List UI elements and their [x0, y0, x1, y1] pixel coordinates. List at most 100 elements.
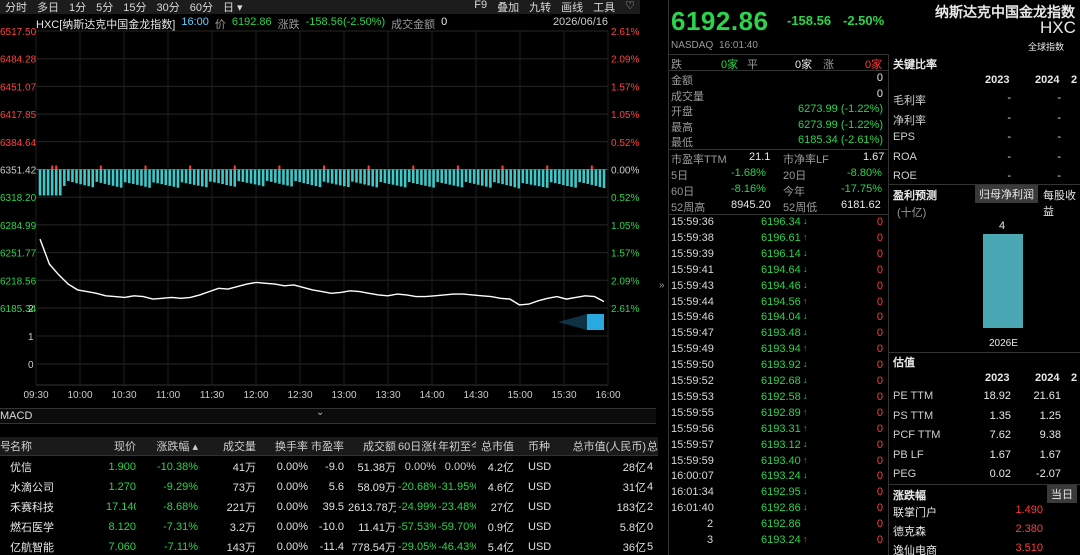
tab-net-profit[interactable]: 归母净利润 [975, 185, 1038, 203]
ratios-year-next: 2 [1071, 74, 1078, 86]
tick-row[interactable]: 15:59:44 6194.56 ↑ 0 [671, 296, 887, 312]
tick-row[interactable]: 2 6192.86 0 [671, 518, 887, 534]
table-row[interactable]: 水滴公司 1.270 -9.29% 73万 0.00% 5.6 58.09万 -20.68% -… [0, 477, 658, 496]
pe-label: 市盈率TTM [671, 154, 727, 166]
nine-turn-button[interactable]: 九转 [529, 2, 552, 14]
deviation-bar [127, 169, 131, 184]
stat-row: 成交量 0 [671, 88, 885, 103]
tab-eps[interactable]: 每股收益 [1043, 190, 1076, 218]
tick-row[interactable]: 15:59:38 6196.61 ↑ 0 [671, 232, 887, 248]
flat-label: 平 [747, 59, 758, 71]
tick-row[interactable]: 15:59:46 6194.04 ↓ 0 [671, 311, 887, 327]
deviation-bar [351, 169, 354, 182]
price-axis-tick: 6251.77 [0, 249, 37, 260]
tab-5min[interactable]: 5分 [96, 2, 114, 14]
tick-row[interactable]: 16:01:40 6192.86 ↓ 0 [671, 502, 887, 518]
table-row[interactable]: 燃石医学 8.120 -7.31% 3.2万 0.00% -10.0 11.41万 -57.5… [0, 517, 658, 536]
tab-30min[interactable]: 30分 [156, 2, 180, 14]
tick-row[interactable]: 15:59:53 6192.58 ↓ 0 [671, 391, 887, 407]
intraday-chart[interactable]: 6517.50 6484.28 6451.07 6417.85 6384.64 6351.… [0, 14, 640, 404]
draw-line-button[interactable]: 画线 [561, 2, 584, 14]
column-header[interactable]: 换手率 [275, 441, 308, 453]
tick-row[interactable]: 16:00:07 6193.24 ↓ 0 [671, 470, 887, 486]
gainer-row[interactable]: 联掌门户 1.490 [893, 504, 1079, 520]
deviation-bar [545, 169, 549, 188]
table-row[interactable]: 禾赛科技 17.140 -8.68% 221万 0.00% 39.5 2613.78万-24… [0, 497, 658, 516]
table-cell: 1.900 [108, 460, 136, 473]
deviation-bar [367, 169, 370, 186]
d60-value: -8.16% [731, 183, 766, 195]
gainer-row[interactable]: 德克森 2.380 [893, 523, 1079, 539]
tick-row[interactable]: 15:59:57 6193.12 ↓ 0 [671, 439, 887, 455]
tab-60min[interactable]: 60分 [189, 2, 213, 14]
deviation-bar-up [546, 165, 549, 170]
tick-row[interactable]: 15:59:55 6192.89 ↑ 0 [671, 407, 887, 423]
tab-15min[interactable]: 15分 [123, 2, 147, 14]
tick-row[interactable]: 15:59:59 6193.40 ↑ 0 [671, 455, 887, 471]
macd-panel-bar[interactable]: MACD ⌄ [0, 407, 656, 424]
tick-row[interactable]: 15:59:56 6193.31 ↑ 0 [671, 423, 887, 439]
table-cell: 58.09万 [357, 481, 396, 494]
column-header[interactable]: 名称 [10, 441, 32, 453]
table-cell: 0.00% [404, 460, 436, 473]
tick-row[interactable]: 15:59:36 6196.34 ↓ 0 [671, 216, 887, 232]
favorite-heart-icon[interactable]: ♡ [625, 0, 635, 12]
chevron-down-icon[interactable]: ⌄ [316, 407, 325, 418]
table-cell: 0.00% [276, 520, 308, 533]
tab-today[interactable]: 当日 [1047, 485, 1077, 503]
tick-volume: 0 [876, 470, 883, 483]
column-header[interactable]: 总市值(人民币) [572, 441, 646, 453]
tick-row[interactable]: 15:59:43 6194.46 ↓ 0 [671, 280, 887, 296]
column-header[interactable]: 成交额 [363, 441, 396, 453]
tab-intraday[interactable]: 分时 [5, 2, 27, 14]
f9-button[interactable]: F9 [474, 0, 488, 11]
tools-button[interactable]: 工具 [593, 2, 616, 14]
tab-multi-day[interactable]: 多日 [37, 2, 59, 14]
metric-label: PE TTM [893, 390, 934, 402]
column-header[interactable]: 号 [0, 441, 10, 453]
metric-value-2024: 9.38 [1039, 429, 1061, 441]
column-header[interactable]: 总市值 [481, 441, 514, 453]
tick-price: 6194.56 [761, 295, 801, 308]
overlay-button[interactable]: 叠加 [497, 2, 520, 14]
tick-row[interactable]: 3 6193.24 ↑ 0 [671, 534, 887, 550]
column-header[interactable]: 年初至今 [438, 441, 476, 453]
table-cell: 0.00% [276, 480, 308, 493]
tick-row[interactable]: 15:59:41 6194.64 ↓ 0 [671, 264, 887, 280]
column-header[interactable]: 币种 [528, 441, 550, 453]
tick-time: 15:59:50 [671, 359, 714, 372]
table-row[interactable]: 优信 1.900 -10.38% 41万 0.00% -9.0 51.38万 0.00% 0.0… [0, 457, 658, 476]
time-axis-tick: 11:00 [156, 390, 181, 401]
tick-row[interactable]: 15:59:50 6193.92 ↓ 0 [671, 359, 887, 375]
deviation-bar [338, 169, 342, 186]
column-header[interactable]: 涨跌幅 ▴ [156, 441, 198, 453]
metric-value-2024: - [1057, 150, 1061, 163]
expand-panel-icon[interactable]: » [659, 280, 665, 291]
tick-row[interactable]: 16:01:34 6192.95 ↓ 0 [671, 486, 887, 502]
tick-row[interactable]: 15:59:47 6193.48 ↓ 0 [671, 327, 887, 343]
deviation-bar [420, 169, 423, 185]
deviation-bar [407, 169, 411, 183]
tick-price: 6192.68 [761, 375, 801, 387]
deviation-bar-up [233, 165, 236, 170]
deviation-bar [148, 169, 151, 188]
column-header[interactable]: 60日涨幅 [398, 441, 436, 453]
tick-row[interactable]: 15:59:49 6193.94 ↑ 0 [671, 343, 887, 359]
tick-time: 15:59:55 [671, 406, 714, 419]
tab-daily-dropdown[interactable]: 日 ▾ [223, 2, 243, 14]
column-header[interactable]: 市盈率 [311, 441, 344, 453]
metric-label: PS TTM [893, 409, 934, 422]
gainer-row[interactable]: 逸仙电商 3.510 [893, 542, 1079, 555]
table-row[interactable]: 亿航智能 7.060 -7.11% 143万 0.00% -11.4 778.54万 -29.… [0, 537, 658, 555]
macd-label[interactable]: MACD [0, 410, 33, 422]
deviation-bar [485, 169, 488, 187]
column-header[interactable]: 现价 [114, 441, 136, 453]
column-header[interactable]: 总 [647, 441, 658, 453]
tick-row[interactable]: 15:59:52 6192.68 ↓ 0 [671, 375, 887, 391]
deviation-bar-up [456, 165, 459, 170]
column-header[interactable]: 成交量 [223, 441, 256, 453]
metric-label: 毛利率 [893, 95, 926, 107]
tick-row[interactable]: 15:59:39 6196.14 ↓ 0 [671, 248, 887, 264]
tab-1min[interactable]: 1分 [69, 2, 87, 14]
